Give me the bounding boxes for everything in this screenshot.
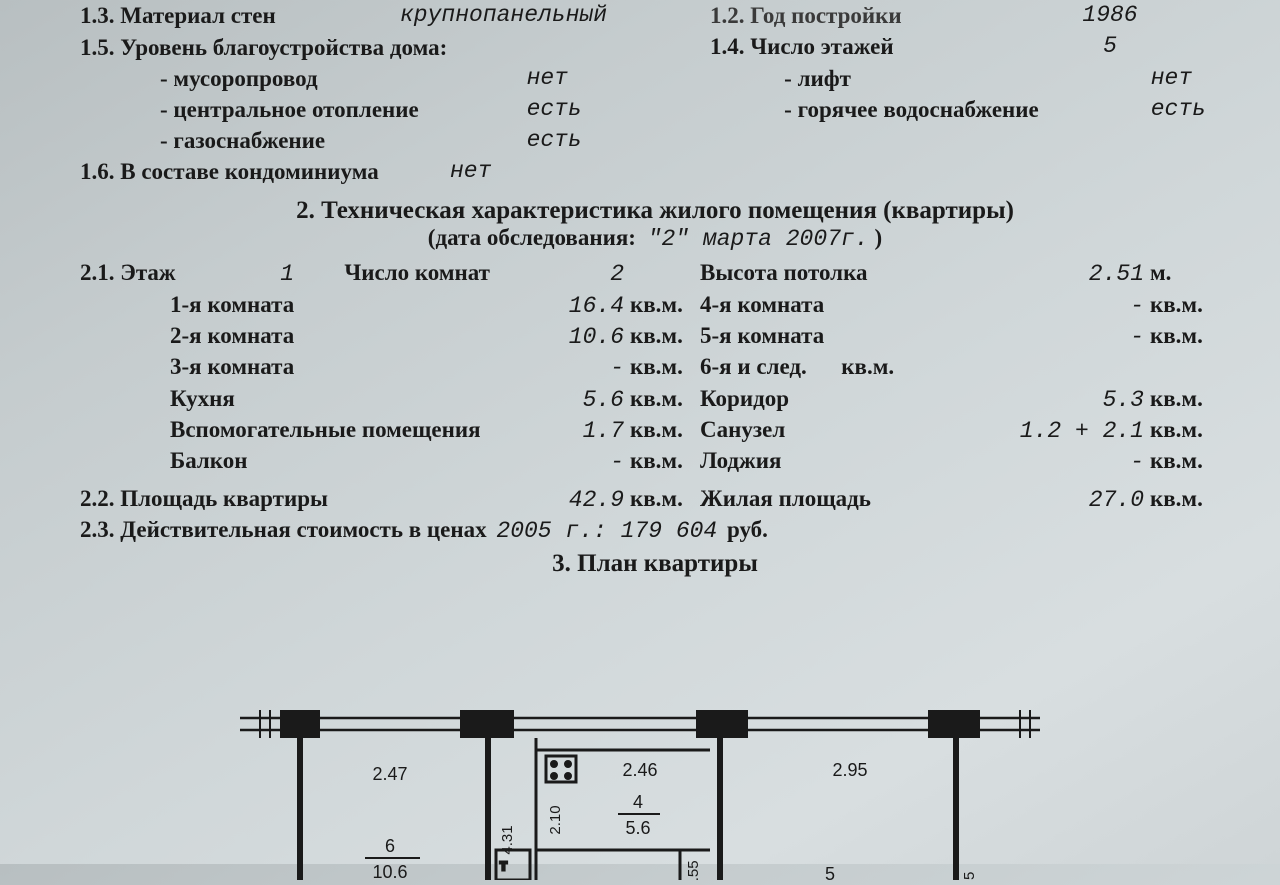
amenity-label: - центральное отопление xyxy=(80,94,527,125)
value-condominium: нет xyxy=(450,156,491,187)
room-5-partial: 5 xyxy=(825,864,835,880)
amenity-value: нет xyxy=(527,63,785,94)
section-1-building: 1.3. Материал стен крупнопанельный 1.2. … xyxy=(80,0,1230,187)
amenity-label-r: - горячее водоснабжение xyxy=(784,94,1151,125)
section-2-date: (дата обследования: "2" марта 2007г.) xyxy=(80,225,1230,252)
section-2-title: 2. Техническая характеристика жилого пом… xyxy=(80,197,1230,225)
amenity-label-r: - лифт xyxy=(784,63,1151,94)
room-6-num: 6 xyxy=(385,836,395,856)
value-wall-material: крупнопанельный xyxy=(400,0,710,31)
amenity-label-r xyxy=(784,125,1151,156)
label-amenities-heading: Уровень благоустройства дома: xyxy=(120,32,447,63)
dim-4-31: 4.31 xyxy=(499,825,516,854)
svg-text:55: 55 xyxy=(961,872,978,880)
label-apartment-area: Площадь квартиры xyxy=(120,486,328,511)
label-condominium: В составе кондоминиума xyxy=(120,159,379,184)
amenity-value: есть xyxy=(527,94,785,125)
section-3-title: 3. План квартиры xyxy=(80,550,1230,578)
dim-2-10: 2.10 xyxy=(547,805,564,834)
label-1-5: 1.5. xyxy=(80,32,115,63)
floor-plan: т 2.47 2.46 2.95 6 10.6 4 5.6 4.31 2.10 … xyxy=(240,680,1040,880)
amenity-label: - мусоропровод xyxy=(80,63,527,94)
room-6-area: 10.6 xyxy=(372,862,407,880)
label-build-year-partial: 1.2. Год постройки xyxy=(710,0,1070,31)
svg-text:т: т xyxy=(500,857,507,874)
label-1-6: 1.6. xyxy=(80,159,115,184)
section-2-body: 2.1. Этаж1Число комнат2Высота потолка2.5… xyxy=(80,258,1230,478)
dim-2-46: 2.46 xyxy=(622,760,657,780)
line-2-3-cost: 2.3. Действительная стоимость в ценах 20… xyxy=(80,517,1230,544)
amenity-value: есть xyxy=(527,125,785,156)
dim-2-95: 2.95 xyxy=(832,760,867,780)
label-floors: Число этажей xyxy=(750,34,893,59)
value-apartment-area: 42.9 xyxy=(510,485,630,515)
room-4-num: 4 xyxy=(633,792,643,812)
value-living-area: 27.0 xyxy=(1010,485,1150,515)
value-build-year-partial: 1986 xyxy=(1070,0,1150,31)
dim-2-47: 2.47 xyxy=(372,764,407,784)
room-4-area: 5.6 xyxy=(625,818,650,838)
label-1-3: 1.3. xyxy=(80,3,115,28)
label-wall-material: Материал стен xyxy=(120,3,276,28)
label-living-area: Жилая площадь xyxy=(700,484,1010,514)
label-1-4: 1.4. xyxy=(710,34,745,59)
amenity-label: - газоснабжение xyxy=(80,125,527,156)
amenity-value-r xyxy=(1151,125,1230,156)
value-floors: 5 xyxy=(1070,31,1150,62)
amenity-value-r: нет xyxy=(1151,63,1230,94)
dim-0-55: 0.55 xyxy=(685,860,702,880)
amenity-value-r: есть xyxy=(1151,94,1230,125)
